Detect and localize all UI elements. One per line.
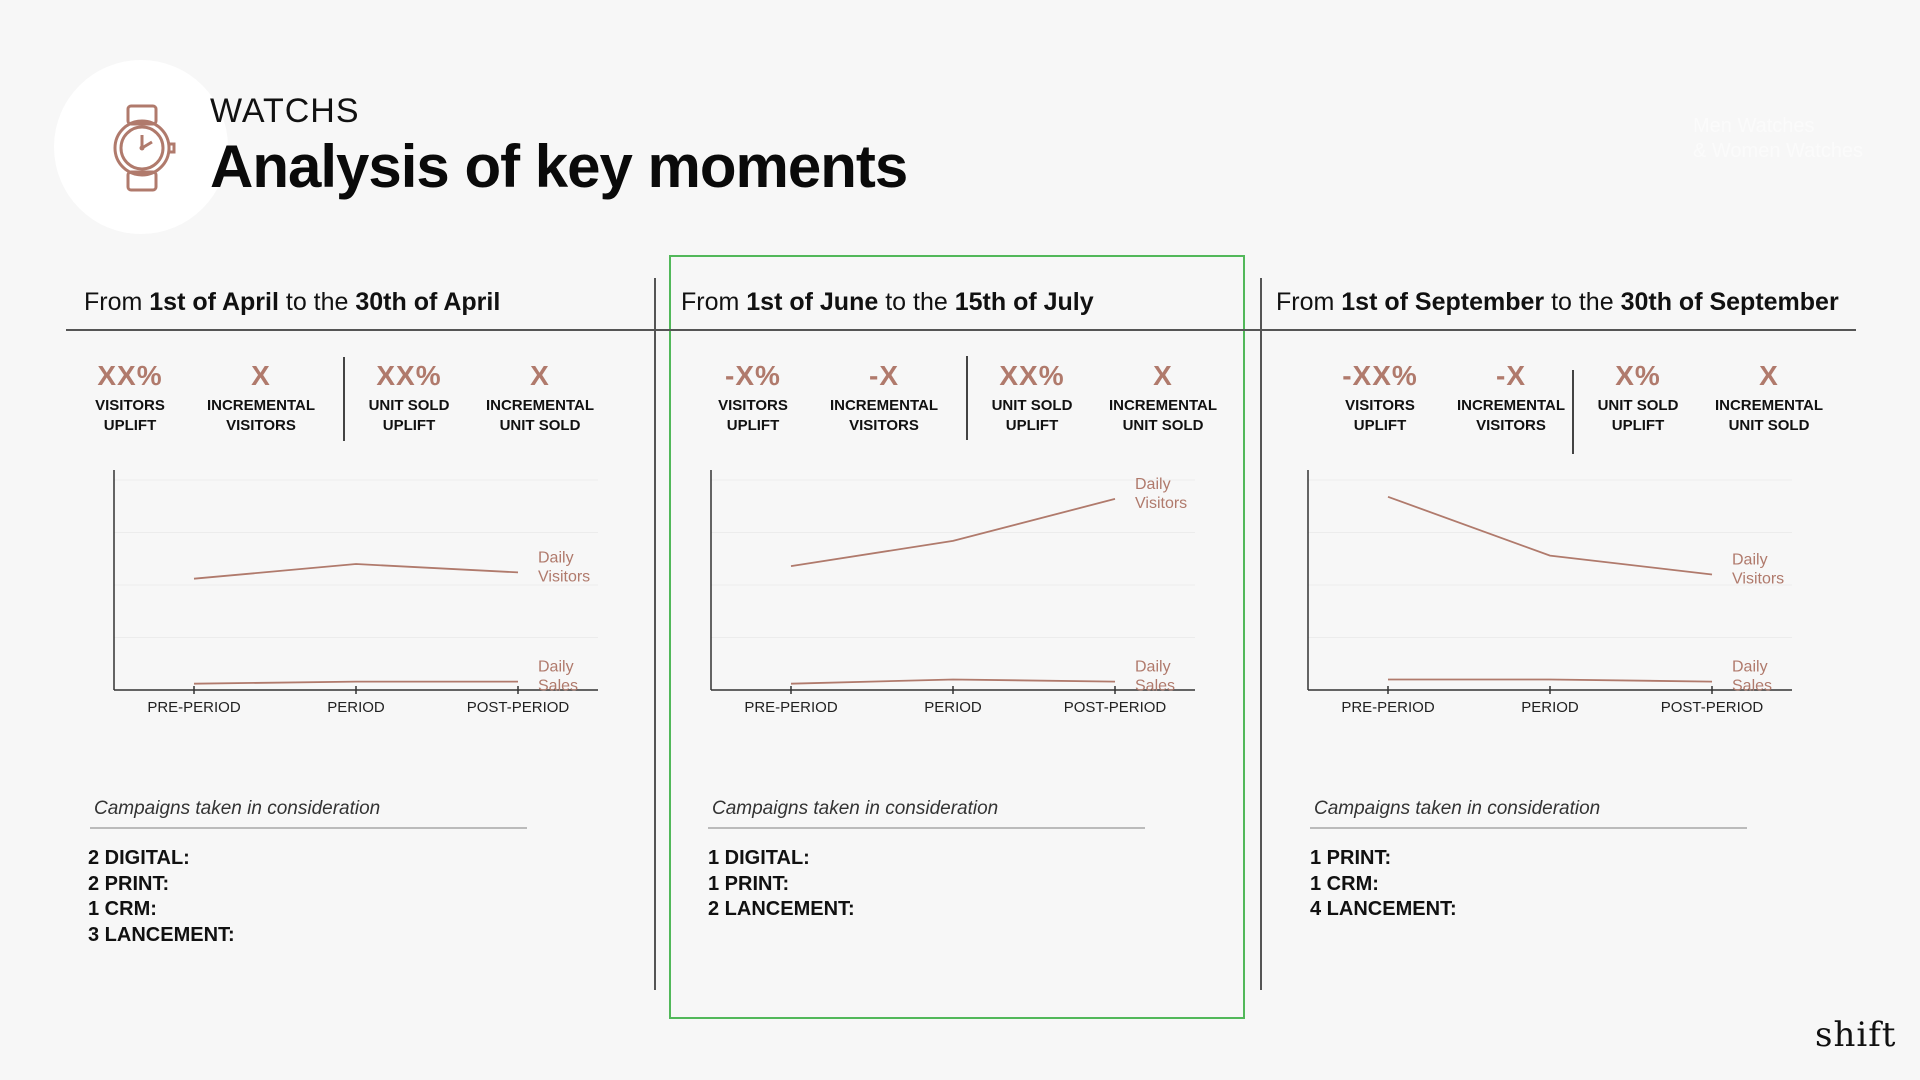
campaigns-title: Campaigns taken in consideration bbox=[712, 798, 999, 819]
campaign-item: 4 LANCEMENT: bbox=[1310, 898, 1457, 920]
campaigns-divider bbox=[708, 827, 1145, 829]
x-tick-label: PRE-PERIOD bbox=[147, 699, 241, 716]
header-divider bbox=[66, 329, 1856, 331]
campaign-item: 1 CRM: bbox=[1310, 872, 1379, 895]
series-line bbox=[1388, 678, 1713, 683]
page-title: Analysis of key moments bbox=[210, 133, 908, 200]
kpi-divider bbox=[343, 357, 345, 441]
campaign-item: 2 DIGITAL: bbox=[88, 847, 190, 869]
watch-icon bbox=[113, 104, 176, 192]
campaign-item: 1 PRINT: bbox=[708, 872, 790, 895]
period-column-april: From 1st of April to the 30th of April X… bbox=[66, 270, 646, 1010]
trend-chart: PRE-PERIOD PERIOD POST-PERIOD Daily Visitors… bbox=[113, 470, 598, 716]
segment-tag: Men Watches & Women Watches bbox=[1693, 115, 1864, 162]
kpi-incremental-unit-sold: X INCREMENTAL UNIT SOLD bbox=[1714, 360, 1824, 434]
kpi-incremental-visitors: X INCREMENTAL VISITORS bbox=[206, 360, 316, 434]
kpi-visitors-uplift: XX% VISITORS UPLIFT bbox=[95, 360, 165, 434]
brand-logo: shift bbox=[1815, 1015, 1897, 1055]
campaign-item: 1 CRM: bbox=[88, 898, 157, 920]
kpi-visitors-uplift: -X% VISITORS UPLIFT bbox=[718, 360, 788, 434]
series-line bbox=[1387, 495, 1713, 576]
kpi-unit-sold-uplift: XX% UNIT SOLD UPLIFT bbox=[991, 360, 1073, 434]
x-tick-label: PERIOD bbox=[1521, 699, 1579, 716]
x-tick-label: PERIOD bbox=[327, 699, 385, 716]
category-label: WATCHS bbox=[210, 92, 360, 130]
series-label: Daily Visitors bbox=[1135, 476, 1187, 512]
campaigns-title: Campaigns taken in consideration bbox=[94, 798, 381, 819]
series-line bbox=[790, 678, 1116, 685]
x-tick-label: POST-PERIOD bbox=[1661, 699, 1764, 716]
series-line bbox=[193, 680, 518, 685]
period-title: From 1st of April to the 30th of April bbox=[84, 288, 501, 316]
kpi-unit-sold-uplift: XX% UNIT SOLD UPLIFT bbox=[368, 360, 450, 434]
kpi-unit-sold-uplift: X% UNIT SOLD UPLIFT bbox=[1597, 360, 1679, 434]
campaign-list: 1 PRINT: 1 CRM: 4 LANCEMENT: bbox=[1310, 846, 1457, 923]
x-tick-label: PRE-PERIOD bbox=[744, 699, 838, 716]
x-tick-label: POST-PERIOD bbox=[1064, 699, 1167, 716]
campaign-item: 1 DIGITAL: bbox=[708, 847, 810, 869]
campaign-item: 3 LANCEMENT: bbox=[88, 923, 235, 946]
period-title: From 1st of September to the 30th of Sep… bbox=[1276, 288, 1839, 316]
column-divider bbox=[654, 278, 656, 990]
kpi-incremental-visitors: -X INCREMENTAL VISITORS bbox=[1456, 360, 1566, 434]
campaign-item: 1 PRINT: bbox=[1310, 847, 1392, 869]
campaigns-title: Campaigns taken in consideration bbox=[1314, 798, 1601, 819]
campaign-list: 2 DIGITAL: 2 PRINT: 1 CRM: 3 LANCEMENT: bbox=[88, 846, 235, 948]
kpi-divider bbox=[966, 356, 968, 440]
trend-chart: PRE-PERIOD PERIOD POST-PERIOD Daily Visitors… bbox=[1307, 470, 1792, 716]
series-label: Daily Sales bbox=[1732, 659, 1772, 695]
highlighted-period-frame bbox=[669, 255, 1245, 1019]
trend-chart: PRE-PERIOD PERIOD POST-PERIOD Daily Visitors… bbox=[710, 470, 1195, 716]
campaign-item: 2 LANCEMENT: bbox=[708, 898, 855, 920]
period-title: From 1st of June to the 15th of July bbox=[681, 288, 1094, 316]
campaigns-divider bbox=[1310, 827, 1747, 829]
kpi-divider bbox=[1572, 370, 1574, 454]
x-tick-label: PRE-PERIOD bbox=[1341, 699, 1435, 716]
period-column-september: From 1st of September to the 30th of Sep… bbox=[1260, 270, 1840, 1010]
x-tick-label: PERIOD bbox=[924, 699, 982, 716]
column-divider bbox=[1260, 278, 1262, 990]
kpi-visitors-uplift: -XX% VISITORS UPLIFT bbox=[1342, 360, 1418, 434]
campaign-list: 1 DIGITAL: 1 PRINT: 2 LANCEMENT: bbox=[708, 846, 855, 923]
campaign-item: 2 PRINT: bbox=[88, 872, 170, 895]
kpi-incremental-unit-sold: X INCREMENTAL UNIT SOLD bbox=[1108, 360, 1218, 434]
series-label: Daily Sales bbox=[538, 659, 578, 695]
kpi-incremental-unit-sold: X INCREMENTAL UNIT SOLD bbox=[485, 360, 595, 434]
kpi-incremental-visitors: -X INCREMENTAL VISITORS bbox=[829, 360, 939, 434]
series-line bbox=[193, 563, 519, 580]
x-tick-label: POST-PERIOD bbox=[467, 699, 570, 716]
campaigns-divider bbox=[90, 827, 527, 829]
series-label: Daily Visitors bbox=[538, 549, 590, 585]
period-column-june: From 1st of June to the 15th of July -X%… bbox=[663, 270, 1243, 1010]
series-label: Daily Sales bbox=[1135, 659, 1175, 695]
series-label: Daily Visitors bbox=[1732, 552, 1784, 588]
